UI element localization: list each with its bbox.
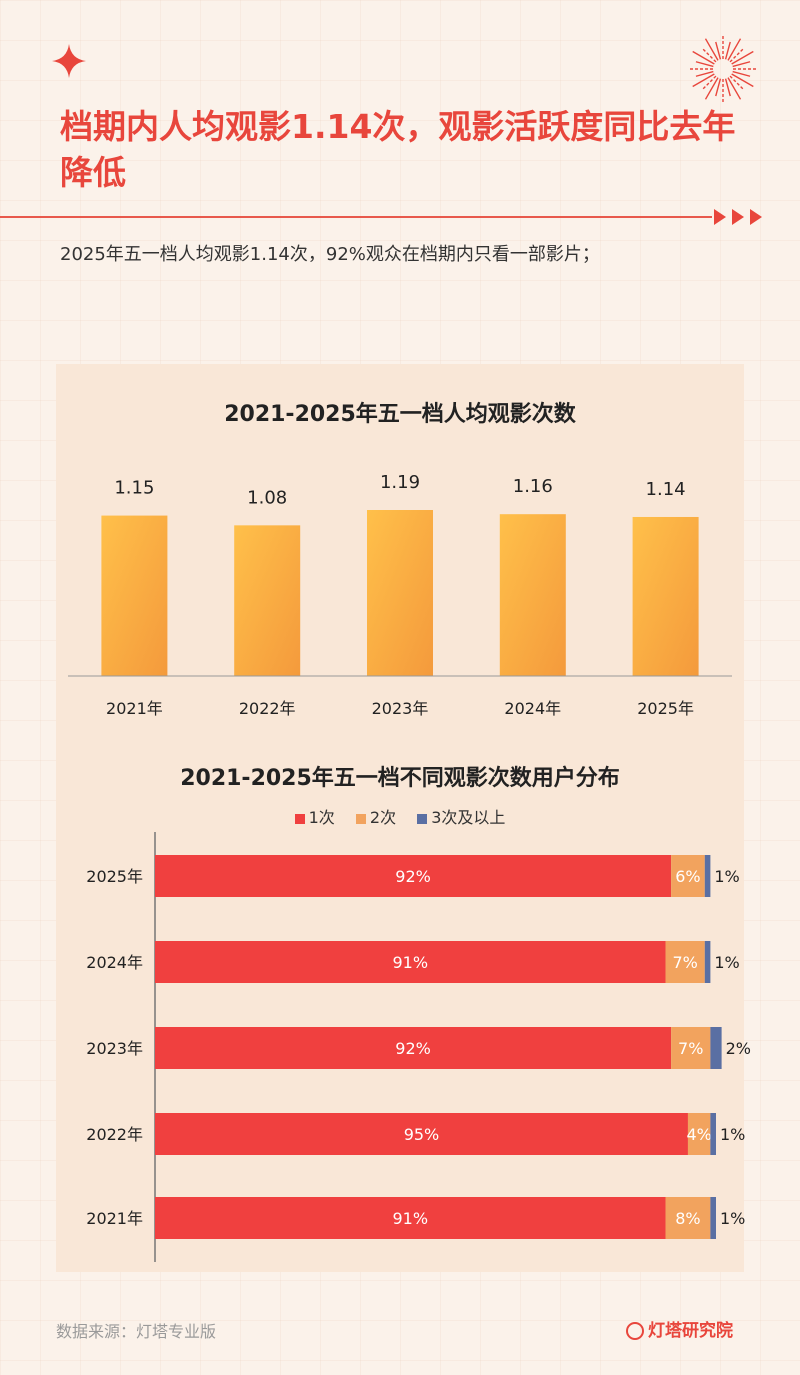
x-tick-label: 2021年 [106,699,163,718]
bar-value-label: 1.14 [646,479,686,500]
burst-ray [702,48,717,63]
y-tick-label: 2022年 [86,1125,143,1144]
chart1-title: 2021-2025年五一档人均观影次数 [224,402,576,427]
segment-label: 1% [720,1125,745,1144]
bar [499,514,566,676]
segment-label: 4% [686,1125,711,1144]
bar-segment [665,941,705,983]
avg-views-bar-chart: 1.15 2021年 1.08 2022年 1.19 2023年 1.16 2024年 1.14… [68,472,732,718]
burst-ray [727,77,742,100]
segment-label: 91% [392,953,428,972]
bar-segment [155,855,672,897]
burst-ray [695,61,714,68]
bar-segment [704,855,711,897]
legend-swatch [417,813,428,824]
segment-label: 91% [392,1209,428,1228]
y-tick-label: 2025年 [86,867,143,886]
legend-label: 2次 [369,808,397,827]
segment-label: 1% [714,953,739,972]
sparkle-icon [52,44,86,78]
bar-segment [665,1197,711,1239]
bar-segment [710,1027,722,1069]
y-tick-label: 2024年 [86,953,143,972]
bar [101,515,168,676]
burst-ray [692,73,715,88]
x-tick-label: 2023年 [372,699,429,718]
burst-ray [729,48,744,63]
segment-label: 1% [720,1209,745,1228]
bar [234,525,301,676]
segment-label: 92% [395,1039,431,1058]
legend-label: 3次及以上 [431,808,506,827]
segment-label: 95% [404,1125,440,1144]
x-tick-label: 2024年 [504,699,561,718]
burst-ray [729,75,744,90]
burst-ray [724,78,731,97]
x-tick-label: 2025年 [637,699,694,718]
bar [632,516,699,676]
segment-label: 6% [675,867,700,886]
firework-icon [688,34,758,104]
bar-value-label: 1.15 [114,478,154,499]
bar-segment [671,1027,711,1069]
legend-item-once: 1次 [294,804,335,828]
segment-label: 8% [675,1209,700,1228]
brand-logo: 灯塔研究院 [626,1316,733,1341]
lighthouse-logo-icon [626,1322,644,1340]
burst-ray [727,38,742,61]
y-tick-label: 2021年 [86,1209,143,1228]
burst-ray [702,75,717,90]
bar-value-label: 1.19 [380,472,420,493]
burst-ray [724,41,731,60]
bar-value-label: 1.08 [247,487,287,508]
legend-swatch [355,813,366,824]
bar-segment [155,1113,688,1155]
chart2-legend: 1次 2次 3次及以上 [0,804,800,828]
segment-label: 7% [672,953,697,972]
burst-ray [704,38,719,61]
divider-line [0,216,712,218]
bar-value-label: 1.16 [513,476,553,497]
legend-item-thrice: 3次及以上 [417,804,505,828]
legend-item-twice: 2次 [355,804,397,828]
bar-segment [710,1113,716,1155]
burst-ray [704,77,719,100]
burst-ray [732,61,751,68]
burst-ray [695,70,714,77]
bar-segment [155,941,666,983]
page-subtitle: 2025年五一档人均观影1.14次，92%观众在档期内只看一部影片； [60,244,600,265]
bar-segment [155,1197,666,1239]
bar-segment [704,941,711,983]
bar-segment [671,855,705,897]
burst-ray [715,78,722,97]
distribution-stacked-bar-chart: 2025年 92% 6% 1% 2024年 91% 7% 1% 2023年 92% 7% 2% 2022… [86,832,751,1262]
brand-name: 灯塔研究院 [648,1321,733,1341]
chart2-title: 2021-2025年五一档不同观影次数用户分布 [180,766,620,791]
page-title: 档期内人均观影1.14次，观影活跃度同比去年降低 [60,107,736,192]
burst-ray [715,41,722,60]
burst-ray [732,70,751,77]
legend-swatch [294,813,305,824]
arrows-icon [714,209,762,225]
legend-label: 1次 [308,808,335,827]
x-tick-label: 2022年 [239,699,296,718]
burst-ray [731,73,754,88]
segment-label: 7% [678,1039,703,1058]
burst-ray [692,50,715,65]
bar [367,510,433,676]
bar-segment [155,1027,672,1069]
y-tick-label: 2023年 [86,1039,143,1058]
bar-segment [687,1113,711,1155]
burst-ray [731,50,754,65]
segment-label: 92% [395,867,431,886]
segment-label: 1% [714,867,739,886]
segment-label: 2% [726,1039,751,1058]
data-source: 数据来源：灯塔专业版 [56,1322,217,1341]
bar-segment [710,1197,716,1239]
